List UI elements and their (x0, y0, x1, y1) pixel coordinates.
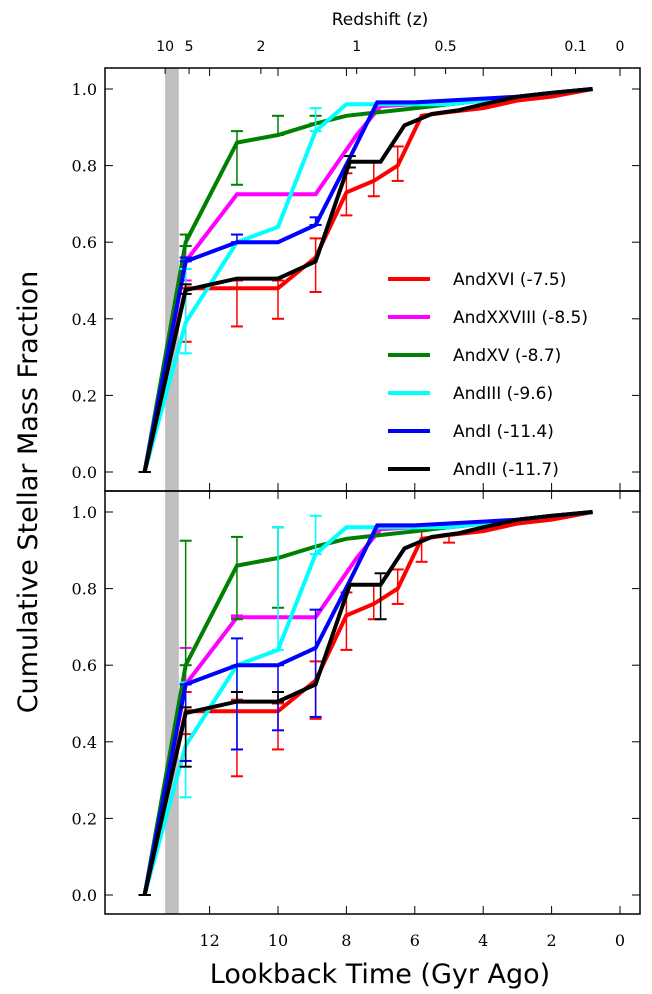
x-tick-label: 4 (478, 931, 488, 950)
redshift-tick-label: 2 (256, 39, 265, 55)
series-layer (138, 87, 593, 896)
legend-label: AndXXVIII (-8.5) (453, 308, 588, 328)
redshift-tick-label: 0.1 (564, 39, 586, 55)
series-line (142, 510, 593, 896)
y-tick-label: 0.8 (72, 580, 97, 599)
x-tick-label: 6 (410, 931, 420, 950)
legend-label: AndXVI (-7.5) (453, 270, 566, 290)
reionization-band (165, 68, 179, 491)
legend-label: AndII (-11.7) (453, 460, 559, 480)
legend-label: AndI (-11.4) (453, 422, 554, 442)
legend-label: AndXV (-8.7) (453, 346, 561, 366)
x-axis-title: Lookback Time (Gyr Ago) (210, 959, 550, 990)
series-line (142, 87, 593, 473)
x-tick-label: 2 (547, 931, 557, 950)
reionization-band (165, 491, 179, 914)
x-tick-label: 0 (615, 931, 625, 950)
y-tick-label: 0.8 (72, 157, 97, 176)
legend-label: AndIII (-9.6) (453, 384, 553, 404)
panel-frame (104, 490, 641, 915)
series-line (142, 510, 593, 896)
y-tick-label: 0.2 (72, 386, 97, 405)
y-tick-label: 0.0 (72, 886, 97, 905)
y-tick-label: 0.2 (72, 809, 97, 828)
y-tick-label: 0.4 (72, 310, 97, 329)
y-tick-label: 0.6 (72, 656, 97, 675)
legend: AndXVI (-7.5) AndXXVIII (-8.5) AndXV (-8.7… (388, 270, 588, 480)
series-line (142, 87, 593, 473)
y-tick-label: 1.0 (72, 503, 97, 522)
x-tick-label: 8 (341, 931, 351, 950)
y-axis-title: Cumulative Stellar Mass Fraction (13, 271, 44, 714)
y-tick-label: 0.0 (72, 463, 97, 482)
redshift-tick-label: 0.5 (434, 39, 456, 55)
redshift-tick-label: 10 (156, 39, 174, 55)
redshift-tick-label: 1 (352, 39, 361, 55)
y-tick-label: 1.0 (72, 80, 97, 99)
axes-layer: 0.00.20.40.60.81.00.00.20.40.60.81.012 10… (72, 39, 640, 950)
redshift-tick-label: 0 (616, 39, 625, 55)
redshift-axis-title: Redshift (z) (332, 10, 429, 30)
redshift-tick-label: 5 (185, 39, 194, 55)
frame-layer (104, 67, 641, 915)
x-tick-label: 12 (199, 931, 219, 950)
y-tick-label: 0.4 (72, 733, 97, 752)
y-tick-label: 0.6 (72, 233, 97, 252)
x-tick-label: 10 (268, 931, 288, 950)
series-line (142, 510, 593, 896)
